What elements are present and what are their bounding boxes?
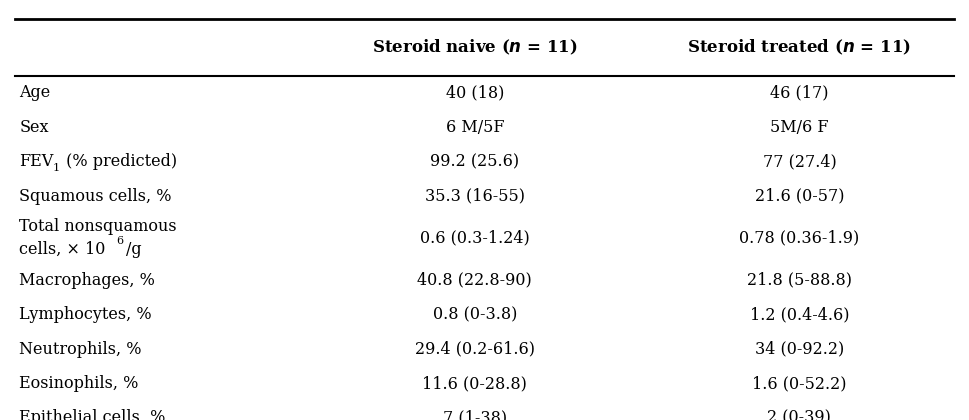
Text: 7 (1-38): 7 (1-38) <box>443 410 507 420</box>
Text: Sex: Sex <box>19 119 48 136</box>
Text: 1.2 (0.4-4.6): 1.2 (0.4-4.6) <box>750 306 849 323</box>
Text: cells, × 10: cells, × 10 <box>19 241 106 258</box>
Text: 35.3 (16-55): 35.3 (16-55) <box>424 188 525 205</box>
Text: 0.6 (0.3-1.24): 0.6 (0.3-1.24) <box>420 230 530 247</box>
Text: Steroid treated ($\bfit{n}$ = 11): Steroid treated ($\bfit{n}$ = 11) <box>687 38 912 57</box>
Text: 6: 6 <box>116 236 123 246</box>
Text: Lymphocytes, %: Lymphocytes, % <box>19 306 152 323</box>
Text: Squamous cells, %: Squamous cells, % <box>19 188 172 205</box>
Text: /g: /g <box>126 241 141 258</box>
Text: 99.2 (25.6): 99.2 (25.6) <box>430 153 519 170</box>
Text: 34 (0-92.2): 34 (0-92.2) <box>755 341 844 357</box>
Text: 11.6 (0-28.8): 11.6 (0-28.8) <box>422 375 527 392</box>
Text: 1.6 (0-52.2): 1.6 (0-52.2) <box>752 375 847 392</box>
Text: 2 (0-39): 2 (0-39) <box>767 410 831 420</box>
Text: 46 (17): 46 (17) <box>770 84 828 101</box>
Text: 0.8 (0-3.8): 0.8 (0-3.8) <box>432 306 517 323</box>
Text: 21.8 (5-88.8): 21.8 (5-88.8) <box>747 272 852 289</box>
Text: 0.78 (0.36-1.9): 0.78 (0.36-1.9) <box>739 230 860 247</box>
Text: Age: Age <box>19 84 50 101</box>
Text: Eosinophils, %: Eosinophils, % <box>19 375 139 392</box>
Text: Macrophages, %: Macrophages, % <box>19 272 155 289</box>
Text: 6 M/5F: 6 M/5F <box>446 119 504 136</box>
Text: Steroid naive ($\bfit{n}$ = 11): Steroid naive ($\bfit{n}$ = 11) <box>372 38 578 57</box>
Text: 21.6 (0-57): 21.6 (0-57) <box>755 188 844 205</box>
Text: 77 (27.4): 77 (27.4) <box>763 153 836 170</box>
Text: FEV: FEV <box>19 153 53 170</box>
Text: 40.8 (22.8-90): 40.8 (22.8-90) <box>418 272 532 289</box>
Text: 1: 1 <box>52 163 59 173</box>
Text: 29.4 (0.2-61.6): 29.4 (0.2-61.6) <box>415 341 535 357</box>
Text: Total nonsquamous: Total nonsquamous <box>19 218 177 235</box>
Text: (% predicted): (% predicted) <box>61 153 177 170</box>
Text: 40 (18): 40 (18) <box>446 84 504 101</box>
Text: Neutrophils, %: Neutrophils, % <box>19 341 141 357</box>
Text: 5M/6 F: 5M/6 F <box>770 119 828 136</box>
Text: Epithelial cells, %: Epithelial cells, % <box>19 410 166 420</box>
